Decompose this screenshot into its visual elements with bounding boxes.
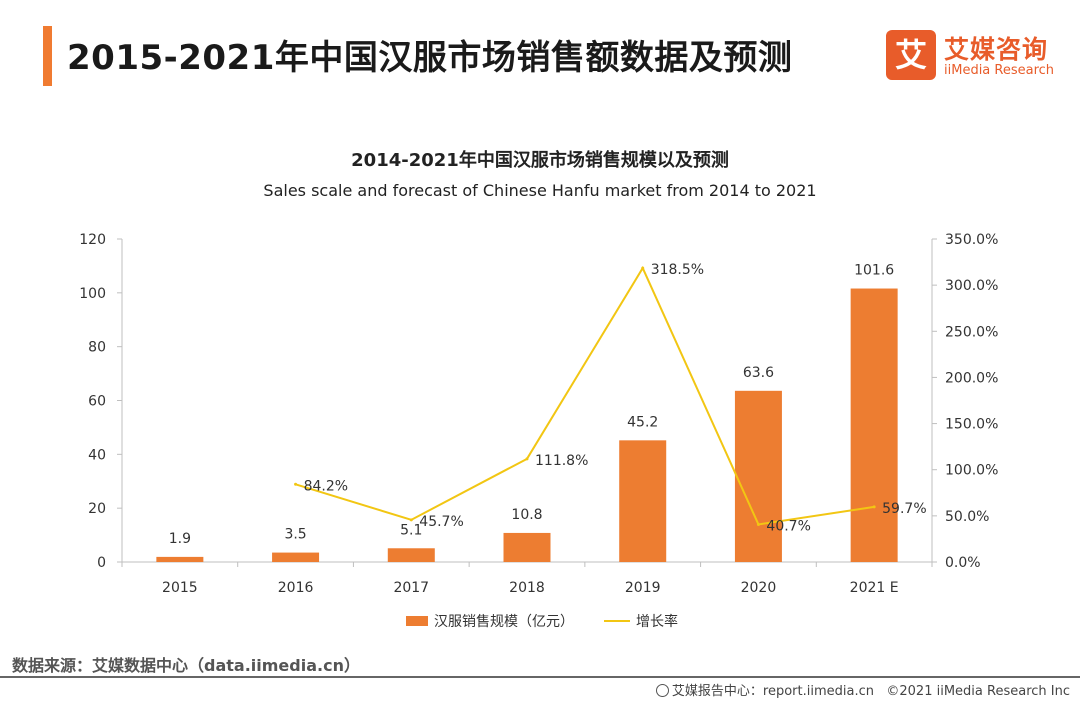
x-tick-label: 2021 E <box>850 580 899 596</box>
title-accent-bar <box>43 26 52 86</box>
footer-bar: 艾媒报告中心：report.iimedia.cn ©2021 iiMedia R… <box>655 680 1070 699</box>
growth-rate-point <box>294 482 298 486</box>
brand-name-en: iiMedia Research <box>944 63 1055 78</box>
bar-data-label: 3.5 <box>284 527 306 543</box>
growth-rate-label: 40.7% <box>766 518 810 534</box>
growth-rate-point <box>525 457 529 461</box>
growth-rate-point <box>756 522 760 526</box>
bar-data-label: 45.2 <box>627 414 658 430</box>
data-source: 数据来源：艾媒数据中心（data.iimedia.cn） <box>12 656 360 675</box>
bar-data-label: 10.8 <box>511 507 542 523</box>
y-left-tick-label: 120 <box>79 232 106 248</box>
page-title: 2015-2021年中国汉服市场销售额数据及预测 <box>67 38 793 78</box>
y-right-tick-label: 100.0% <box>945 463 998 479</box>
copyright: ©2021 iiMedia Research Inc <box>886 684 1070 699</box>
growth-rate-label: 111.8% <box>535 453 588 469</box>
growth-rate-label: 45.7% <box>419 514 463 530</box>
chart-subtitle: Sales scale and forecast of Chinese Hanf… <box>263 181 817 200</box>
growth-rate-line <box>295 265 875 526</box>
growth-rate-label: 84.2% <box>304 478 348 494</box>
bar <box>850 288 898 562</box>
legend-bar-label: 汉服销售规模（亿元） <box>434 614 574 630</box>
x-tick-label: 2019 <box>625 580 661 596</box>
y-right-tick-label: 350.0% <box>945 232 998 248</box>
bar-data-label: 5.1 <box>400 522 422 538</box>
legend-line-label: 增长率 <box>636 613 678 630</box>
y-left-tick-label: 0 <box>97 555 106 571</box>
globe-icon <box>655 684 669 697</box>
growth-rate-label: 59.7% <box>882 501 926 517</box>
report-link[interactable]: 艾媒报告中心：report.iimedia.cn <box>671 684 874 699</box>
legend-bar-swatch <box>406 616 428 626</box>
growth-rate-label: 318.5% <box>651 262 704 278</box>
brand-mark-icon: 艾 <box>886 30 936 80</box>
y-right-tick-label: 0.0% <box>945 555 981 571</box>
x-tick-label: 2020 <box>741 580 777 596</box>
bar-data-label: 1.9 <box>169 531 191 547</box>
x-tick-label: 2017 <box>393 580 429 596</box>
bar-data-label: 63.6 <box>743 365 774 381</box>
bar <box>387 548 435 562</box>
y-right-tick-label: 300.0% <box>945 278 998 294</box>
bar <box>619 440 667 562</box>
y-right-tick-label: 50.0% <box>945 509 989 525</box>
x-tick-label: 2015 <box>162 580 198 596</box>
y-left-tick-label: 80 <box>88 340 106 356</box>
growth-rate-point <box>641 266 645 270</box>
y-left-tick-label: 40 <box>88 447 106 463</box>
x-tick-label: 2016 <box>278 580 314 596</box>
bar <box>156 556 204 562</box>
bar <box>734 390 782 562</box>
bar <box>272 552 320 562</box>
y-right-tick-label: 200.0% <box>945 370 998 386</box>
chart-title: 2014-2021年中国汉服市场销售规模以及预测 <box>351 150 729 171</box>
y-right-tick-label: 150.0% <box>945 417 998 433</box>
y-left-tick-label: 60 <box>88 394 106 410</box>
bar <box>503 532 551 562</box>
growth-rate-point <box>409 518 413 522</box>
footer-divider <box>0 676 1080 678</box>
brand-logo: 艾 艾媒咨询 iiMedia Research <box>886 30 1058 82</box>
y-left-tick-label: 20 <box>88 501 106 517</box>
x-tick-label: 2018 <box>509 580 545 596</box>
y-left-tick-label: 100 <box>79 286 106 302</box>
growth-rate-point <box>872 505 876 509</box>
brand-name-cn: 艾媒咨询 <box>944 35 1049 64</box>
y-right-tick-label: 250.0% <box>945 324 998 340</box>
bar-data-label: 101.6 <box>854 263 894 279</box>
